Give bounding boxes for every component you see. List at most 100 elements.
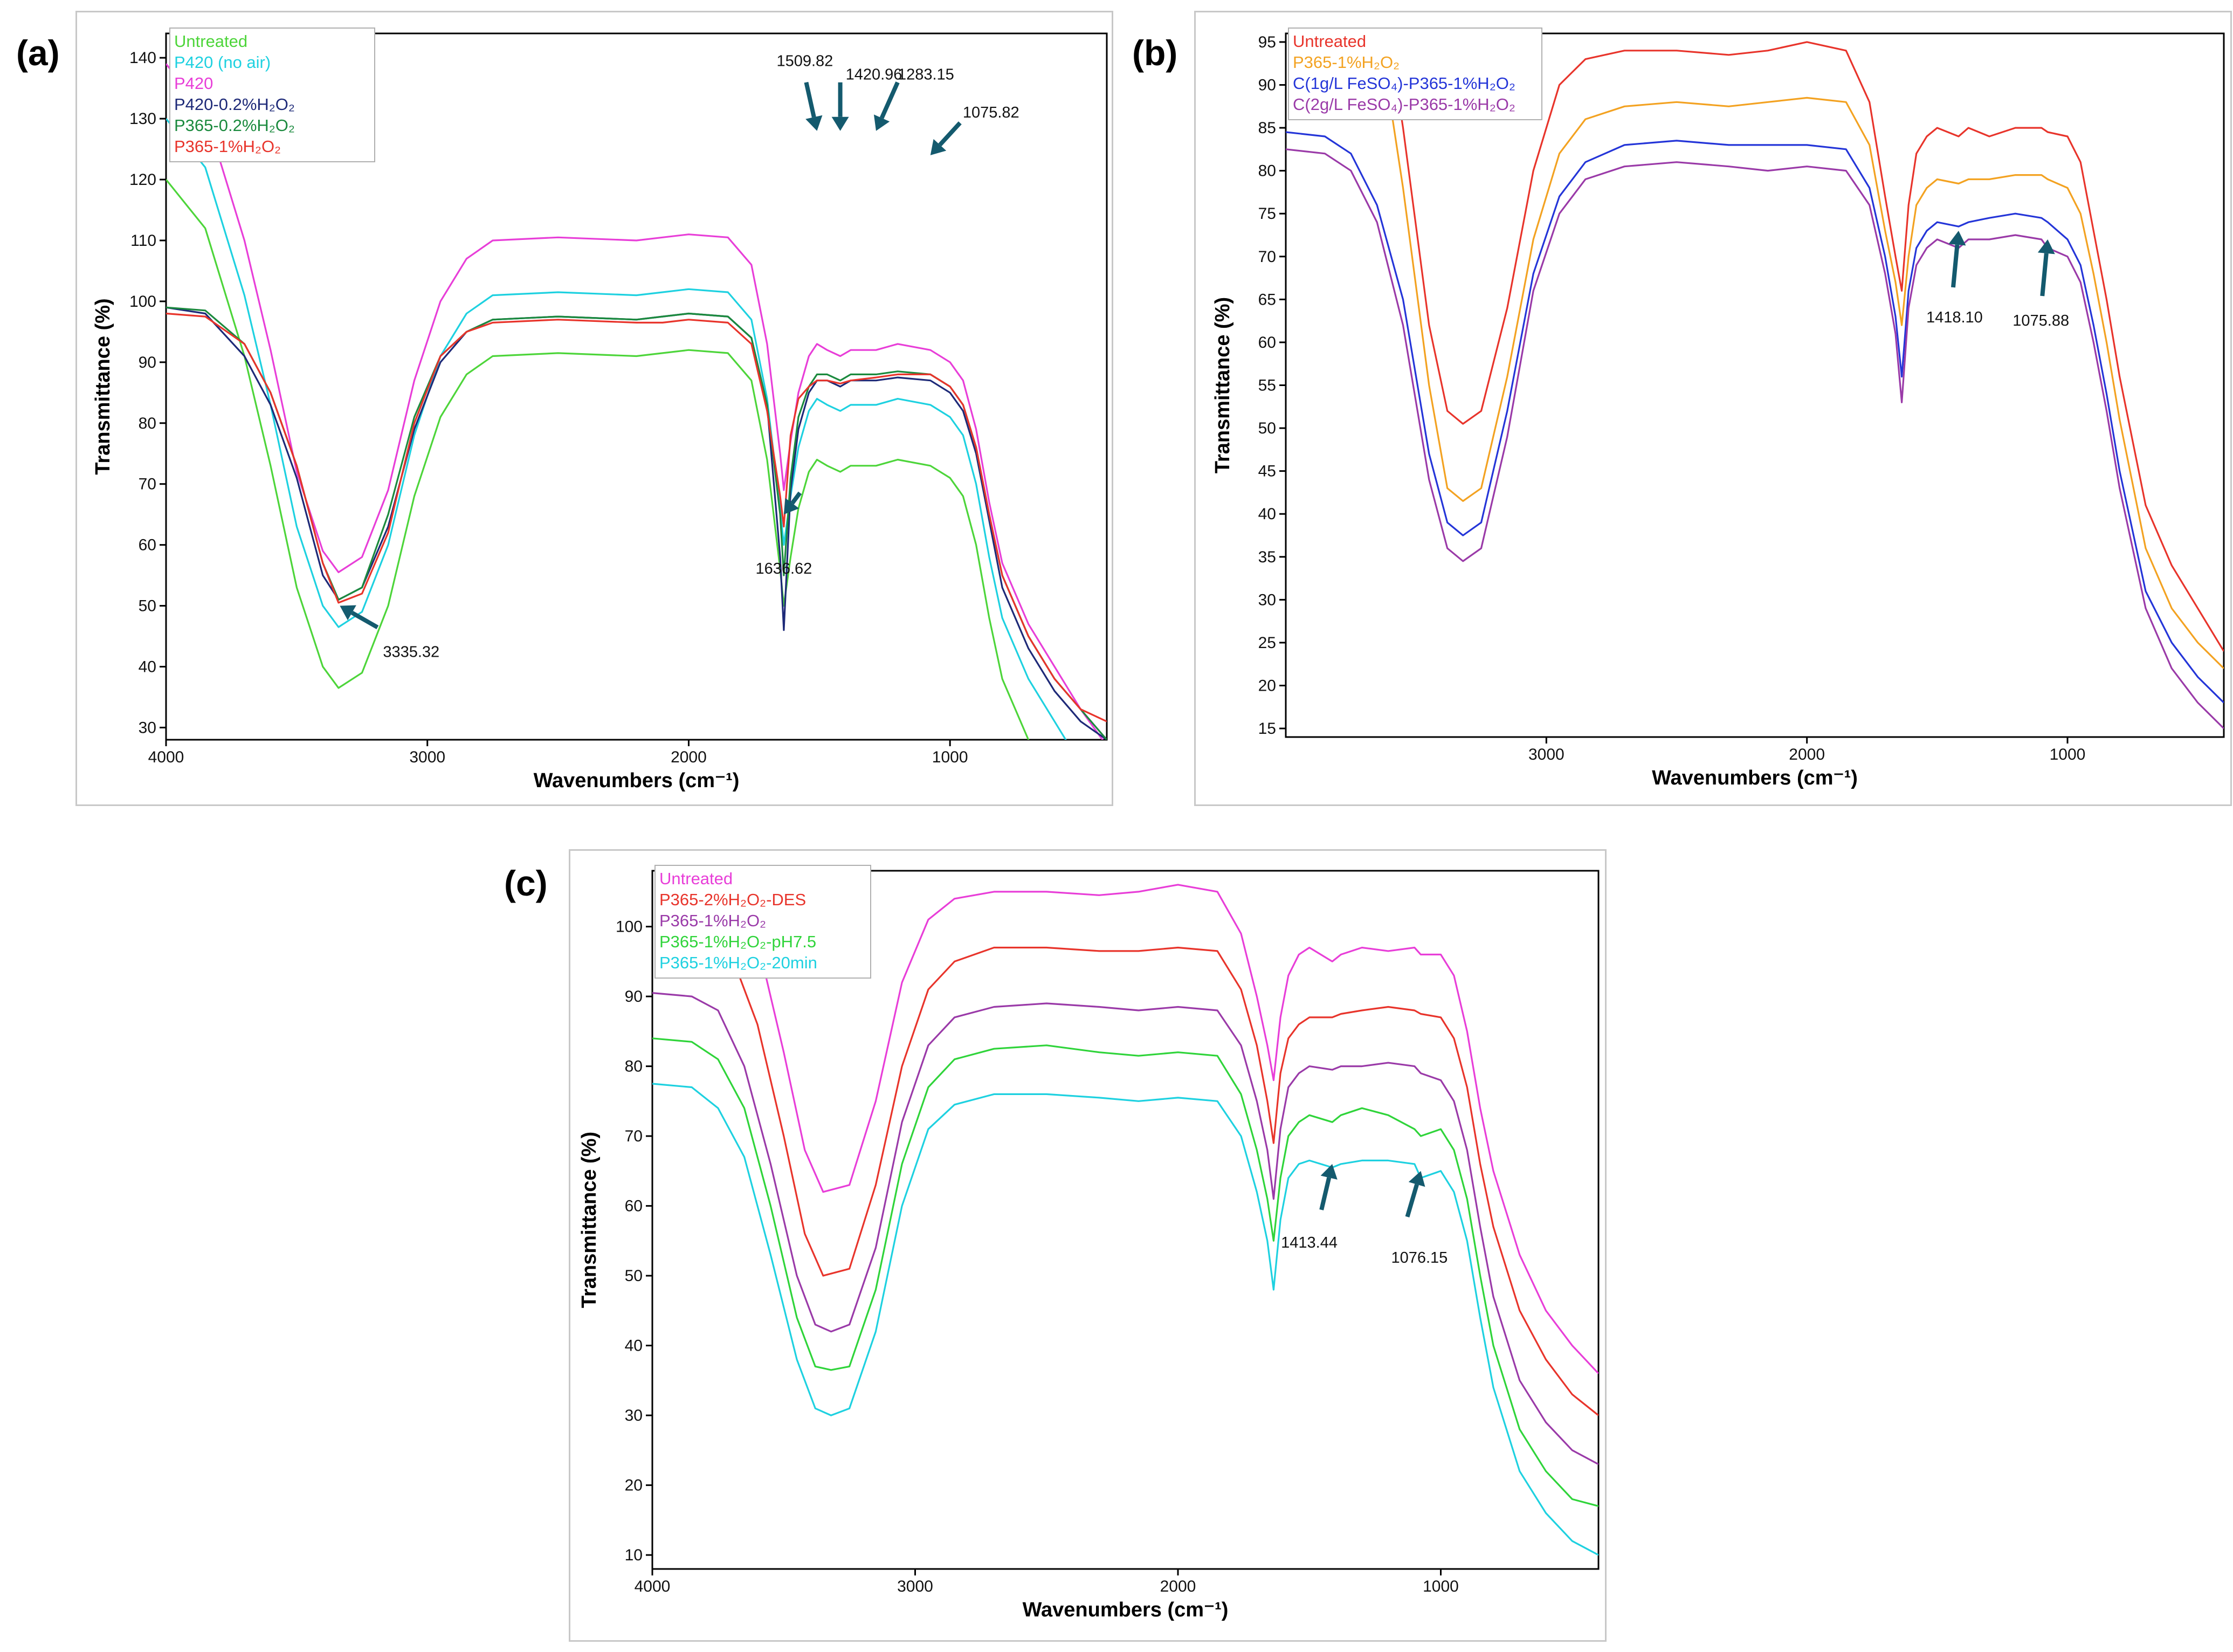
series-line-3	[652, 1037, 1598, 1507]
annotation-arrow	[790, 491, 802, 505]
legend-entry: C(2g/L FeSO₄)-P365-1%H₂O₂	[1293, 95, 1515, 114]
y-tick-label: 80	[625, 1058, 643, 1076]
plot-frame	[165, 32, 1108, 741]
x-axis-title: Wavenumbers (cm⁻¹)	[534, 769, 740, 792]
x-tick-label: 1000	[932, 748, 968, 766]
series-line-2	[652, 992, 1598, 1465]
y-tick-label: 120	[129, 171, 156, 189]
legend-entry: P365-2%H₂O₂-DES	[659, 890, 806, 909]
y-tick-label: 90	[625, 988, 643, 1006]
legend-box	[169, 27, 375, 162]
y-tick-label: 10	[625, 1546, 643, 1564]
y-tick-label: 45	[1258, 463, 1276, 480]
x-tick-label: 2000	[1789, 746, 1825, 763]
y-tick-label: 60	[625, 1197, 643, 1215]
peak-label: 1283.15	[898, 66, 954, 84]
peak-label: 1075.88	[2013, 312, 2069, 329]
x-axis-title: Wavenumbers (cm⁻¹)	[1652, 767, 1858, 789]
annotation-arrow	[1319, 1177, 1332, 1210]
peak-label: 1418.10	[1926, 309, 1983, 326]
y-tick-label: 30	[139, 719, 156, 736]
annotation-arrow	[1405, 1183, 1419, 1217]
legend-entry: Untreated	[174, 32, 247, 51]
x-tick-label: 3000	[1528, 746, 1565, 763]
y-tick-label: 40	[139, 658, 156, 676]
annotation-arrow	[350, 610, 379, 630]
y-tick-label: 50	[625, 1267, 643, 1285]
annotation-arrowhead	[873, 114, 890, 131]
y-tick-label: 40	[1258, 505, 1276, 523]
legend-entry: Untreated	[1293, 32, 1366, 51]
series-line-1	[1379, 33, 2224, 669]
legend-entry: P420-0.2%H₂O₂	[174, 95, 295, 114]
annotation-arrowhead	[1320, 1164, 1338, 1180]
y-tick-label: 50	[1258, 419, 1276, 437]
annotation-arrowhead	[805, 115, 823, 131]
x-axis-title: Wavenumbers (cm⁻¹)	[1023, 1599, 1229, 1621]
y-tick-label: 65	[1258, 291, 1276, 308]
y-tick-label: 30	[625, 1407, 643, 1424]
x-tick-label: 4000	[148, 748, 184, 766]
legend-entry: P365-0.2%H₂O₂	[174, 116, 295, 135]
peak-label: 1636.62	[755, 560, 812, 577]
y-tick-label: 90	[1258, 76, 1276, 94]
y-axis-title: Transmittance (%)	[92, 298, 114, 474]
y-tick-label: 70	[1258, 248, 1276, 266]
plot-frame	[651, 870, 1600, 1570]
y-tick-label: 20	[1258, 677, 1276, 695]
y-tick-label: 60	[139, 536, 156, 554]
y-tick-label: 60	[1258, 334, 1276, 352]
series-line-1	[666, 871, 1598, 1416]
x-tick-label: 1000	[2050, 746, 2086, 763]
x-tick-label: 3000	[897, 1578, 933, 1595]
series-line-2	[166, 63, 1104, 740]
y-tick-label: 70	[139, 476, 156, 493]
x-tick-label: 3000	[409, 748, 445, 766]
series-line-3	[1286, 148, 2224, 729]
legend-box	[1288, 27, 1542, 120]
series-line-2	[1286, 131, 2224, 704]
annotation-arrow	[1951, 244, 1960, 288]
peak-label: 1509.82	[776, 53, 833, 70]
peak-label: 3335.32	[383, 644, 439, 661]
y-tick-label: 55	[1258, 377, 1276, 395]
y-tick-label: 80	[1258, 162, 1276, 180]
y-tick-label: 85	[1258, 119, 1276, 137]
y-tick-label: 25	[1258, 634, 1276, 652]
series-line-0	[734, 871, 1598, 1374]
y-tick-label: 95	[1258, 33, 1276, 51]
annotation-arrowhead	[1408, 1171, 1425, 1187]
y-tick-label: 50	[139, 597, 156, 615]
peak-label: 1420.96	[846, 66, 902, 84]
x-tick-label: 4000	[635, 1578, 671, 1595]
annotation-arrow	[938, 121, 962, 147]
y-tick-label: 70	[625, 1127, 643, 1145]
y-tick-label: 110	[130, 232, 156, 250]
legend-entry: C(1g/L FeSO₄)-P365-1%H₂O₂	[1293, 74, 1515, 93]
y-axis-title: Transmittance (%)	[578, 1132, 601, 1308]
y-tick-label: 140	[129, 49, 156, 67]
series-line-5	[166, 312, 1107, 722]
y-tick-label: 30	[1258, 591, 1276, 609]
annotation-arrowhead	[783, 498, 800, 515]
annotation-arrowhead	[831, 116, 849, 131]
annotation-arrow	[2040, 253, 2049, 297]
y-axis-title: Transmittance (%)	[1211, 297, 1234, 473]
series-line-4	[652, 1083, 1598, 1556]
y-tick-label: 35	[1258, 548, 1276, 566]
x-tick-label: 2000	[671, 748, 707, 766]
peak-label: 1413.44	[1281, 1234, 1338, 1251]
y-tick-label: 75	[1258, 205, 1276, 223]
peak-label: 1075.82	[963, 104, 1019, 121]
y-tick-label: 100	[616, 918, 643, 936]
annotation-arrowhead	[930, 139, 947, 155]
y-tick-label: 20	[625, 1477, 643, 1495]
y-tick-label: 100	[129, 293, 156, 311]
annotation-arrowhead	[2037, 239, 2055, 254]
legend-entry: P365-1%H₂O₂	[174, 137, 281, 156]
y-tick-label: 90	[139, 354, 156, 371]
legend-entry: P365-1%H₂O₂	[1293, 53, 1400, 72]
